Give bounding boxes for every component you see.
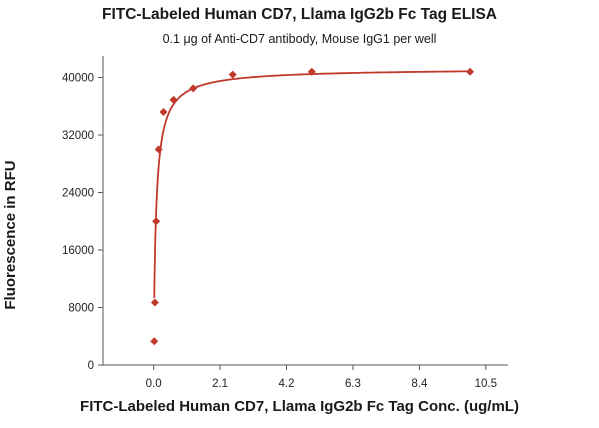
x-tick-label: 6.3 xyxy=(345,378,361,390)
chart-subtitle: 0.1 μg of Anti-CD7 antibody, Mouse IgG1 … xyxy=(162,32,437,46)
data-point xyxy=(228,70,237,79)
x-axis-label: FITC-Labeled Human CD7, Llama IgG2b Fc T… xyxy=(80,398,519,415)
data-point xyxy=(150,337,159,346)
y-axis-label: Fluorescence in RFU xyxy=(2,160,19,310)
data-point xyxy=(169,95,178,104)
y-axis-ticks: 0 8000 16000 24000 32000 40000 xyxy=(62,73,103,372)
fit-curve xyxy=(153,70,471,298)
x-axis-ticks: 0.0 2.1 4.2 6.3 8.4 10.5 xyxy=(146,365,497,390)
x-tick-label: 8.4 xyxy=(411,378,428,390)
data-point xyxy=(152,217,161,226)
chart-title: FITC-Labeled Human CD7, Llama IgG2b Fc T… xyxy=(101,6,497,23)
x-tick-label: 10.5 xyxy=(475,378,497,390)
y-tick-label: 32000 xyxy=(62,130,94,142)
y-tick-label: 16000 xyxy=(62,245,94,257)
x-tick-label: 0.0 xyxy=(146,378,162,390)
y-tick-label: 40000 xyxy=(62,73,94,85)
data-point xyxy=(154,145,163,154)
data-point xyxy=(159,108,168,117)
data-point xyxy=(150,298,159,307)
y-tick-label: 24000 xyxy=(62,188,94,200)
y-tick-label: 8000 xyxy=(68,303,94,315)
x-tick-label: 4.2 xyxy=(279,378,295,390)
data-point xyxy=(307,67,316,76)
x-tick-label: 2.1 xyxy=(212,378,228,390)
data-point xyxy=(189,84,198,93)
data-points xyxy=(150,67,475,346)
y-tick-label: 0 xyxy=(88,360,94,372)
data-point xyxy=(466,67,475,76)
